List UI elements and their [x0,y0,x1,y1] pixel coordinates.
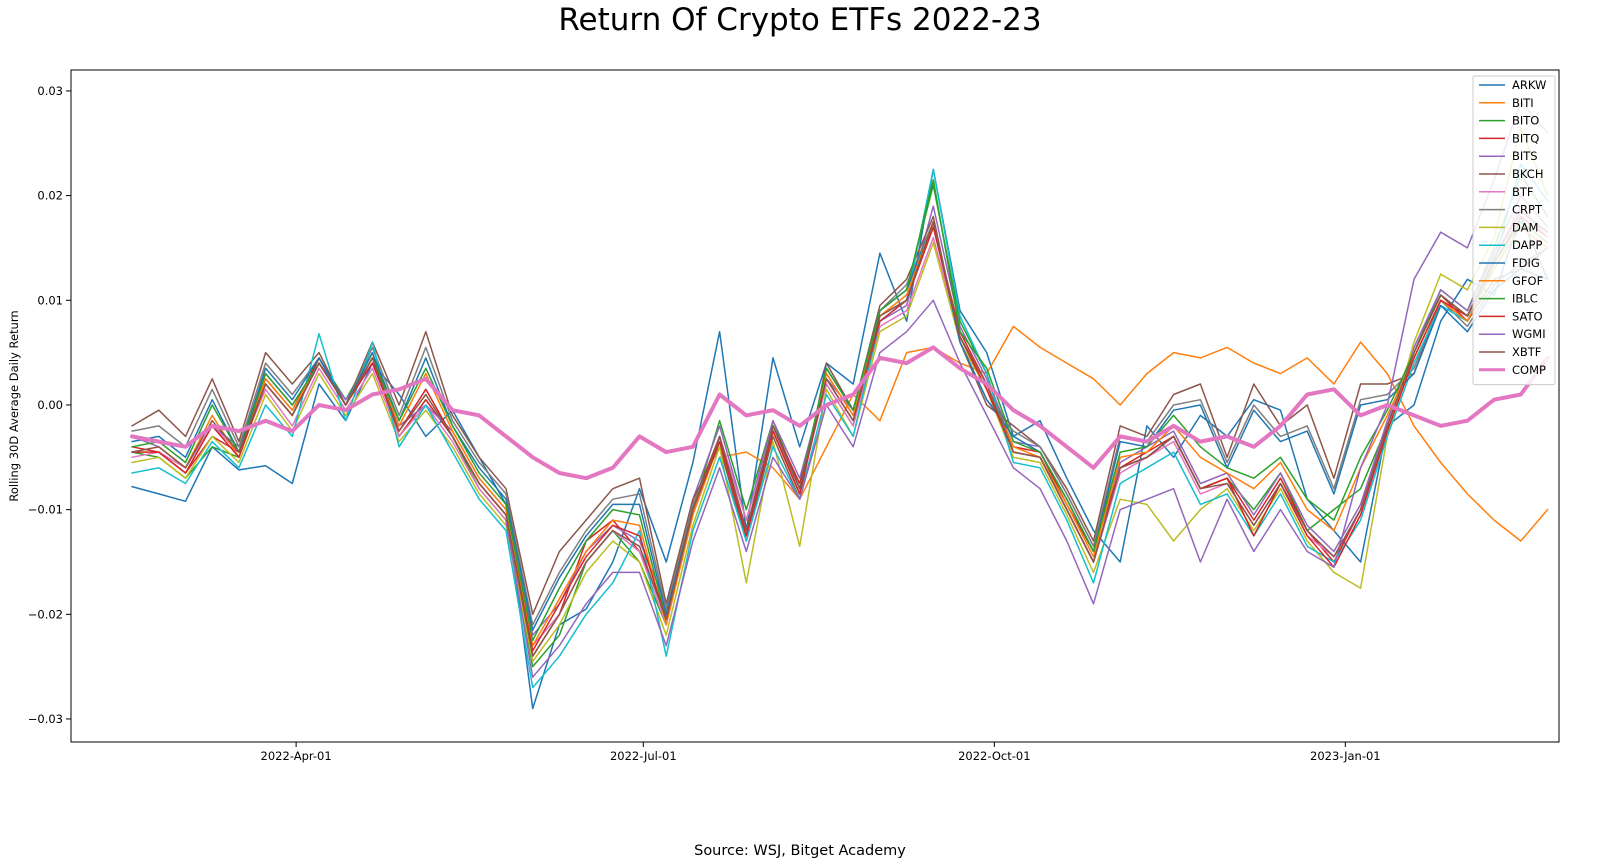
legend-label-crpt: CRPT [1512,203,1543,217]
y-axis: 0.03 0.02 0.01 0.00 −0.01 −0.02 −0.03 [28,84,71,726]
y-tick-label: 0.00 [37,398,63,412]
series-line-btf [131,205,1549,647]
x-tick-label: 2023-Jan-01 [1310,749,1381,763]
x-tick-label: 2022-Oct-01 [958,749,1030,763]
y-tick-label: 0.03 [37,84,63,98]
y-tick-label: 0.02 [37,189,63,203]
series-line-dam [131,126,1549,663]
y-tick-label: −0.03 [28,712,63,726]
series-line-gfof [131,221,1549,647]
legend-label-fdig: FDIG [1512,256,1540,270]
legend-label-dapp: DAPP [1512,238,1542,252]
legend-label-bito: BITO [1512,114,1539,128]
y-tick-label: 0.01 [37,293,63,307]
series-line-comp [130,345,1550,481]
legend-label-bits: BITS [1512,149,1538,163]
legend-label-comp: COMP [1512,363,1546,377]
legend-box [1472,75,1556,386]
legend: ARKW BITI BITO BITQ BITS BKCH BTF CRPT DAM DAPP FD… [1472,75,1556,386]
x-tick-label: 2022-Apr-01 [261,749,332,763]
x-axis: 2022-Apr-01 2022-Jul-01 2022-Oct-01 2023-Ja… [261,742,1381,763]
y-axis-title: Rolling 30D Average Daily Return [7,310,21,501]
legend-label-arkw: ARKW [1512,78,1546,92]
series-line-arkw [131,168,1549,710]
series-line-sato [131,210,1549,652]
series-line-dapp [131,163,1549,689]
series-line-wgmi [505,100,1549,678]
plot-frame [70,69,1560,743]
legend-label-biti: BITI [1512,96,1534,110]
x-tick-label: 2022-Jul-01 [610,749,677,763]
y-tick-label: −0.01 [28,503,63,517]
chart-title: Return Of Crypto ETFs 2022-23 [558,2,1042,38]
series-line-biti [718,325,1549,542]
legend-label-gfof: GFOF [1512,274,1543,288]
legend-label-bkch: BKCH [1512,167,1543,181]
series-line-xbtf [131,210,1549,657]
series-line-bitq [131,215,1549,657]
legend-label-dam: DAM [1512,220,1538,234]
series-line-bkch [131,215,1549,616]
legend-label-iblc: IBLC [1512,292,1538,306]
chart-source: Source: WSJ, Bitget Academy [694,843,906,859]
series-layer [130,100,1550,710]
legend-label-sato: SATO [1512,309,1543,323]
legend-label-xbtf: XBTF [1512,345,1541,359]
y-tick-label: −0.02 [28,607,63,621]
legend-label-btf: BTF [1512,185,1534,199]
legend-label-bitq: BITQ [1512,131,1539,145]
legend-label-wgmi: WGMI [1512,327,1546,341]
